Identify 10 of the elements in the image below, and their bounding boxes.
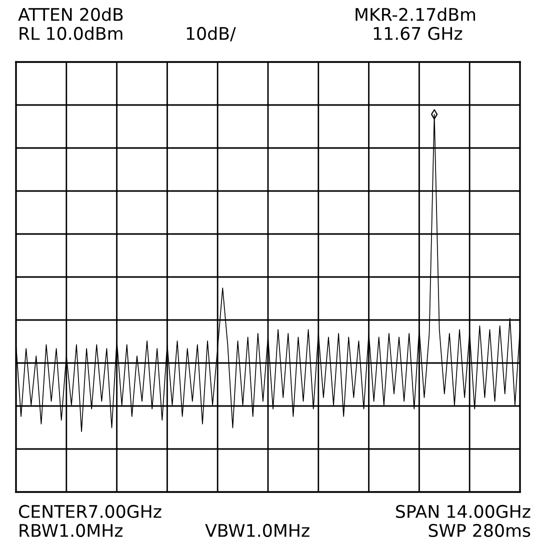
text: SWP 280ms	[428, 524, 530, 538]
text: VBW1.0MHz	[205, 524, 310, 538]
text: ATTEN 20dB	[18, 8, 123, 22]
text: CENTER7.00GHz	[18, 504, 162, 518]
text: 10dB/	[186, 26, 236, 42]
text: RL 10.0dBm	[20, 26, 122, 40]
text: RBW1.0MHz	[20, 524, 123, 538]
text: SPAN 14.00GHz	[396, 504, 530, 518]
text: MKR-2.17dBm	[356, 8, 476, 22]
text: 11.67 GHz	[374, 26, 462, 40]
